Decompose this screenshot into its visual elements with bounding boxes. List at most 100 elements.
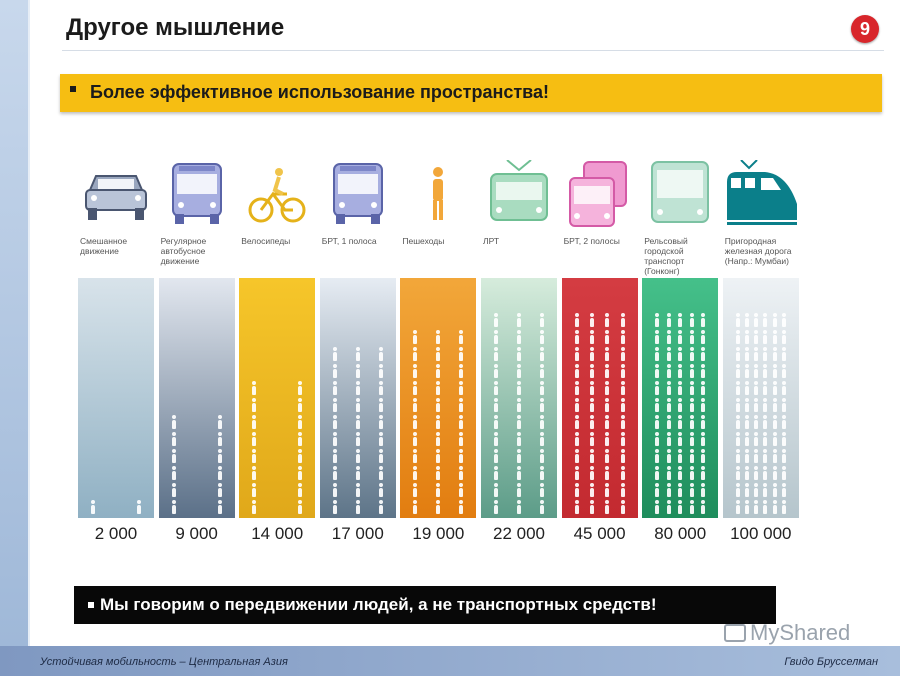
person-icon — [753, 330, 759, 344]
person-icon — [604, 432, 610, 446]
person-icon — [251, 466, 257, 480]
people-figures — [239, 278, 315, 518]
person-icon — [574, 330, 580, 344]
person-icon — [297, 415, 303, 429]
person-icon — [355, 364, 361, 378]
person-icon — [772, 313, 778, 327]
person-icon — [574, 381, 580, 395]
person-icon — [753, 466, 759, 480]
person-icon — [753, 381, 759, 395]
person-icon — [666, 398, 672, 412]
person-icon — [171, 415, 177, 429]
people-figures — [400, 278, 476, 518]
bus-icon — [159, 160, 235, 230]
bicycle-icon — [239, 160, 315, 230]
people-figures — [159, 278, 235, 518]
person-icon — [762, 381, 768, 395]
person-icon — [412, 330, 418, 344]
person-icon — [574, 449, 580, 463]
capacity-value: 17 000 — [331, 524, 384, 543]
mode-label: Регулярное автобусное движение — [160, 236, 207, 266]
watermark: MyShared — [724, 620, 850, 646]
person-icon — [217, 500, 223, 514]
person-icon — [781, 364, 787, 378]
person-icon — [604, 313, 610, 327]
person-icon — [539, 313, 545, 327]
person-icon — [735, 381, 741, 395]
person-icon — [458, 330, 464, 344]
person-icon — [677, 347, 683, 361]
person-icon — [677, 330, 683, 344]
person-icon — [735, 483, 741, 497]
person-icon — [589, 415, 595, 429]
person-icon — [604, 364, 610, 378]
person-icon — [689, 466, 695, 480]
person-icon — [251, 500, 257, 514]
person-icon — [355, 381, 361, 395]
person-icon — [589, 364, 595, 378]
person-icon — [735, 330, 741, 344]
person-icon — [516, 432, 522, 446]
person-icon — [666, 330, 672, 344]
person-icon — [781, 398, 787, 412]
person-icon — [700, 398, 706, 412]
person-icon — [332, 381, 338, 395]
capacity-bar — [78, 278, 154, 518]
person-icon — [654, 313, 660, 327]
person-icon — [171, 483, 177, 497]
person-icon — [677, 364, 683, 378]
person-icon — [762, 313, 768, 327]
person-icon — [677, 313, 683, 327]
person-icon — [620, 398, 626, 412]
person-icon — [574, 364, 580, 378]
person-icon — [762, 364, 768, 378]
person-icon — [654, 330, 660, 344]
person-icon — [604, 500, 610, 514]
person-icon — [332, 432, 338, 446]
person-icon — [332, 398, 338, 412]
person-icon — [355, 432, 361, 446]
person-icon — [666, 483, 672, 497]
person-icon — [217, 483, 223, 497]
person-icon — [435, 432, 441, 446]
person-icon — [458, 347, 464, 361]
person-icon — [700, 466, 706, 480]
person-icon — [458, 432, 464, 446]
person-icon — [539, 449, 545, 463]
person-icon — [762, 449, 768, 463]
person-icon — [677, 398, 683, 412]
person-icon — [753, 313, 759, 327]
person-icon — [458, 483, 464, 497]
mode-label: ЛРТ — [483, 236, 500, 246]
person-icon — [689, 483, 695, 497]
person-icon — [744, 432, 750, 446]
person-icon — [781, 449, 787, 463]
person-icon — [689, 330, 695, 344]
person-icon — [700, 500, 706, 514]
footer-author: Гвидо Брусселман — [784, 656, 878, 668]
capacity-bar — [561, 278, 638, 518]
person-icon — [604, 398, 610, 412]
person-icon — [355, 449, 361, 463]
person-icon — [589, 483, 595, 497]
person-icon — [378, 449, 384, 463]
mode-label: Пешеходы — [402, 236, 445, 246]
person-icon — [493, 415, 499, 429]
person-icon — [412, 381, 418, 395]
person-icon — [654, 347, 660, 361]
person-icon — [620, 415, 626, 429]
person-icon — [589, 347, 595, 361]
train-icon — [723, 160, 799, 230]
person-icon — [493, 483, 499, 497]
person-icon — [654, 398, 660, 412]
person-icon — [689, 449, 695, 463]
person-icon — [251, 381, 257, 395]
person-icon — [378, 483, 384, 497]
person-icon — [332, 415, 338, 429]
people-figures — [642, 278, 718, 518]
person-icon — [762, 398, 768, 412]
page-number-badge: 9 — [851, 15, 879, 43]
person-icon — [458, 500, 464, 514]
person-icon — [620, 381, 626, 395]
person-icon — [735, 364, 741, 378]
